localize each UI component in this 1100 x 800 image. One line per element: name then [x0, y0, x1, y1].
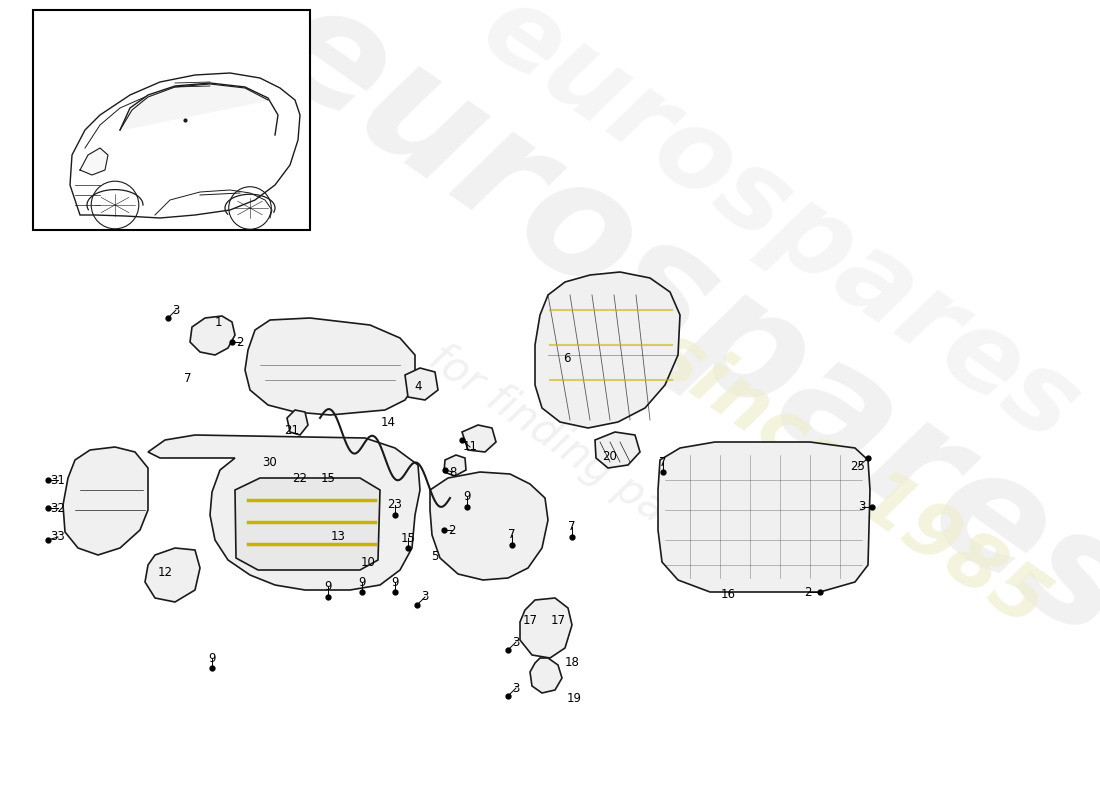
- Text: 23: 23: [387, 498, 403, 511]
- Text: 3: 3: [421, 590, 429, 603]
- Polygon shape: [444, 455, 466, 476]
- Polygon shape: [63, 447, 148, 555]
- Text: 2: 2: [449, 523, 455, 537]
- Text: 17: 17: [550, 614, 565, 626]
- Text: 2: 2: [236, 335, 244, 349]
- Text: 25: 25: [850, 461, 866, 474]
- Text: 1: 1: [214, 317, 222, 330]
- Text: 18: 18: [564, 655, 580, 669]
- Polygon shape: [462, 425, 496, 452]
- Polygon shape: [287, 410, 308, 435]
- Text: since 1985: since 1985: [639, 317, 1060, 643]
- Text: 10: 10: [361, 555, 375, 569]
- Text: 32: 32: [51, 502, 65, 514]
- Polygon shape: [245, 318, 415, 415]
- Polygon shape: [190, 316, 235, 355]
- Text: 9: 9: [208, 651, 216, 665]
- Text: 9: 9: [359, 575, 365, 589]
- Text: 9: 9: [392, 575, 398, 589]
- Text: 3: 3: [173, 303, 179, 317]
- Text: 7: 7: [659, 455, 667, 469]
- Polygon shape: [535, 272, 680, 428]
- Polygon shape: [235, 478, 380, 570]
- Text: 3: 3: [858, 501, 866, 514]
- Polygon shape: [520, 598, 572, 658]
- Text: for finding parts: for finding parts: [421, 337, 719, 563]
- Polygon shape: [80, 148, 108, 175]
- Text: 11: 11: [462, 441, 477, 454]
- Text: 31: 31: [51, 474, 65, 486]
- Bar: [33, 10, 310, 230]
- Text: 3: 3: [513, 635, 519, 649]
- Polygon shape: [120, 84, 268, 130]
- Text: 22: 22: [293, 471, 308, 485]
- Text: 6: 6: [563, 351, 571, 365]
- Polygon shape: [405, 368, 438, 400]
- Text: eurospares: eurospares: [242, 0, 1100, 673]
- Polygon shape: [530, 658, 562, 693]
- Text: 3: 3: [513, 682, 519, 694]
- Polygon shape: [658, 442, 870, 592]
- Text: 12: 12: [157, 566, 173, 578]
- Text: 9: 9: [324, 581, 332, 594]
- Text: 16: 16: [720, 589, 736, 602]
- Polygon shape: [595, 432, 640, 468]
- Text: 30: 30: [263, 455, 277, 469]
- Text: 7: 7: [508, 529, 516, 542]
- Text: 14: 14: [381, 415, 396, 429]
- Text: 5: 5: [431, 550, 439, 563]
- Text: 4: 4: [415, 381, 421, 394]
- Polygon shape: [145, 548, 200, 602]
- Polygon shape: [148, 435, 420, 590]
- Polygon shape: [430, 472, 548, 580]
- Text: 15: 15: [400, 531, 416, 545]
- Text: 9: 9: [463, 490, 471, 503]
- Text: 7: 7: [185, 371, 191, 385]
- Text: 19: 19: [566, 691, 582, 705]
- Text: 8: 8: [449, 466, 456, 478]
- Text: 33: 33: [51, 530, 65, 543]
- Text: 21: 21: [285, 423, 299, 437]
- Text: 7: 7: [569, 521, 575, 534]
- Text: 20: 20: [603, 450, 617, 463]
- Text: 13: 13: [331, 530, 345, 543]
- Text: 17: 17: [522, 614, 538, 626]
- Text: eurospares: eurospares: [462, 0, 1099, 466]
- Text: 2: 2: [804, 586, 812, 598]
- Text: 15: 15: [320, 471, 336, 485]
